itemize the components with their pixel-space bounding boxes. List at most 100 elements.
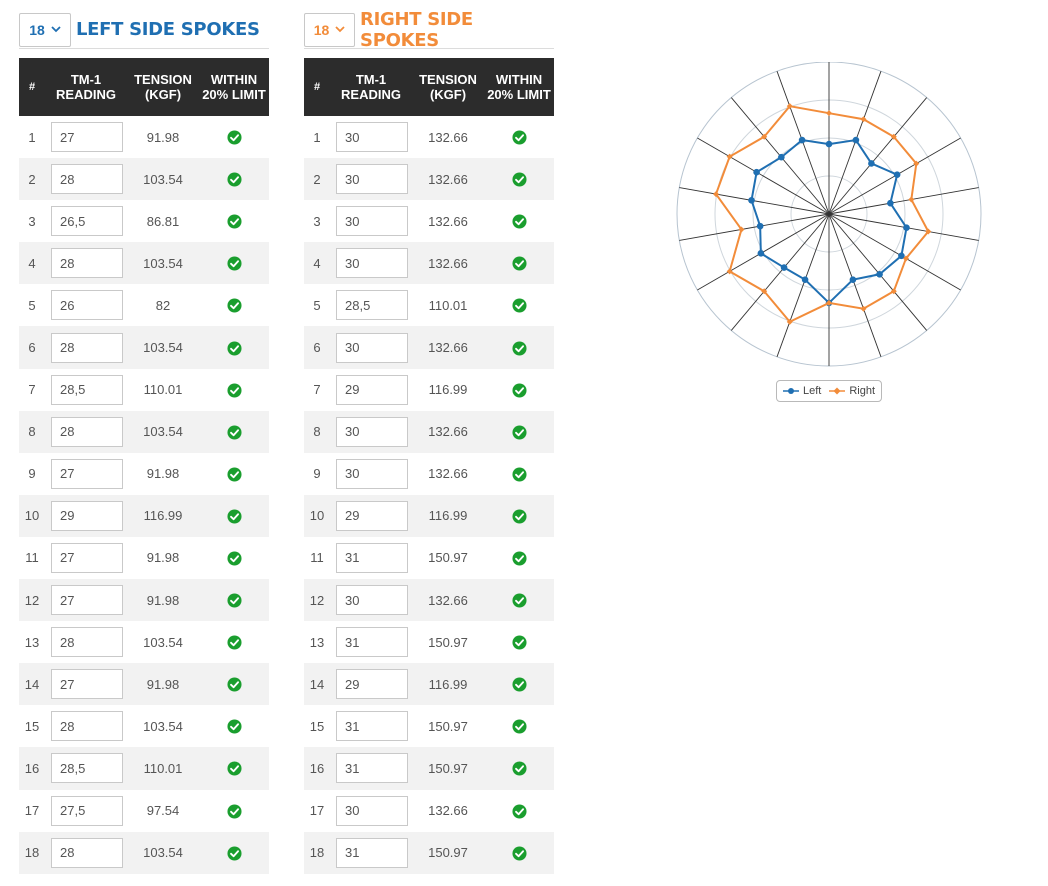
- spoke-number: 3: [28, 213, 36, 229]
- spoke-axis-12: [730, 213, 830, 331]
- reading-cell: [45, 747, 127, 790]
- spoke-number: 15: [309, 718, 325, 734]
- reading-input[interactable]: [336, 122, 408, 153]
- reading-cell: [330, 579, 412, 622]
- spoke-number: 13: [309, 634, 325, 650]
- tension-value: 91.98: [127, 663, 199, 706]
- reading-input[interactable]: [336, 332, 408, 363]
- tension-value: 91.98: [146, 129, 180, 145]
- reading-input[interactable]: [51, 458, 123, 489]
- data-point-left-2: [852, 136, 860, 144]
- reading-cell: [45, 494, 127, 537]
- reading-input[interactable]: [336, 837, 408, 868]
- table-row: 4 132.66: [304, 242, 554, 285]
- tension-value: 91.98: [127, 579, 199, 622]
- reading-input[interactable]: [336, 248, 408, 279]
- check-circle-icon: [226, 383, 242, 398]
- table-row: 11 150.97: [304, 537, 554, 579]
- reading-input[interactable]: [336, 711, 408, 742]
- reading-input[interactable]: [51, 416, 123, 447]
- spoke-number: 1: [313, 129, 321, 145]
- reading-input[interactable]: [336, 585, 408, 616]
- data-point-right-6: [925, 228, 932, 235]
- reading-input[interactable]: [336, 627, 408, 658]
- reading-cell: [330, 158, 412, 201]
- reading-input[interactable]: [51, 500, 123, 531]
- reading-input[interactable]: [336, 374, 408, 405]
- table-row: 10 116.99: [19, 494, 269, 537]
- check-circle-icon: [226, 256, 242, 271]
- legend-item-left[interactable]: Left: [783, 385, 821, 397]
- limit-cell: [484, 537, 554, 579]
- reading-input[interactable]: [336, 669, 408, 700]
- reading-input[interactable]: [336, 164, 408, 195]
- spoke-axis-5: [828, 187, 979, 215]
- header-index: #: [304, 58, 330, 116]
- table-row: 2 103.54: [19, 158, 269, 201]
- spoke-number: 2: [19, 158, 45, 201]
- reading-input[interactable]: [51, 206, 123, 237]
- reading-input[interactable]: [51, 374, 123, 405]
- check-circle-icon: [226, 761, 242, 777]
- limit-cell: [199, 663, 269, 706]
- check-circle-icon: [511, 256, 527, 271]
- limit-cell: [484, 494, 554, 537]
- limit-cell: [199, 158, 269, 201]
- spoke-number: 17: [309, 803, 325, 819]
- table-row: 14 91.98: [19, 663, 269, 706]
- tension-value: 110.01: [428, 297, 468, 313]
- reading-input[interactable]: [51, 627, 123, 658]
- reading-input[interactable]: [336, 290, 408, 321]
- data-point-left-9: [849, 276, 857, 283]
- legend-item-right[interactable]: Right: [829, 385, 875, 397]
- reading-input[interactable]: [51, 795, 123, 826]
- right-spoke-count-select[interactable]: 18: [304, 12, 356, 47]
- data-point-right-5: [908, 196, 915, 203]
- reading-input[interactable]: [51, 753, 123, 784]
- limit-cell: [199, 579, 269, 622]
- reading-input[interactable]: [51, 332, 123, 363]
- data-point-left-3: [868, 160, 875, 167]
- reading-input[interactable]: [51, 164, 123, 195]
- check-circle-icon: [226, 804, 242, 819]
- reading-input[interactable]: [51, 542, 123, 573]
- left-spoke-count-select[interactable]: 18: [19, 12, 71, 47]
- reading-input[interactable]: [51, 837, 123, 868]
- reading-input[interactable]: [51, 585, 123, 616]
- reading-input[interactable]: [51, 290, 123, 321]
- reading-input[interactable]: [336, 206, 408, 237]
- reading-input[interactable]: [336, 753, 408, 784]
- spoke-number: 7: [313, 382, 321, 398]
- reading-cell: [45, 369, 127, 411]
- reading-cell: [45, 326, 127, 369]
- reading-input[interactable]: [51, 669, 123, 700]
- legend-marker-left: [783, 388, 799, 394]
- header-limit: WITHIN 20% LIMIT: [199, 58, 269, 116]
- reading-input[interactable]: [336, 795, 408, 826]
- reading-input[interactable]: [336, 542, 408, 573]
- reading-cell: [330, 747, 412, 790]
- reading-cell: [330, 453, 412, 495]
- reading-input[interactable]: [51, 122, 123, 153]
- reading-input[interactable]: [336, 416, 408, 447]
- check-circle-icon: [511, 551, 527, 566]
- reading-input[interactable]: [51, 711, 123, 742]
- check-circle-icon: [511, 467, 527, 482]
- spoke-number: 17: [24, 803, 40, 819]
- check-circle-icon: [511, 383, 527, 398]
- tension-value: 103.54: [143, 718, 183, 734]
- limit-cell: [484, 369, 554, 411]
- tension-value: 150.97: [428, 718, 468, 734]
- table-row: 6 132.66: [304, 326, 554, 369]
- limit-cell: [199, 284, 269, 326]
- reading-input[interactable]: [51, 248, 123, 279]
- header-reading: TM-1 READING: [330, 58, 412, 116]
- limit-cell: [484, 410, 554, 453]
- tension-value: 116.99: [428, 382, 468, 398]
- spoke-number: 10: [19, 494, 45, 537]
- reading-input[interactable]: [336, 458, 408, 489]
- right-panel-header: 18 RIGHT SIDE SPOKES: [304, 9, 554, 51]
- limit-cell: [484, 200, 554, 242]
- limit-cell: [199, 369, 269, 411]
- reading-input[interactable]: [336, 500, 408, 531]
